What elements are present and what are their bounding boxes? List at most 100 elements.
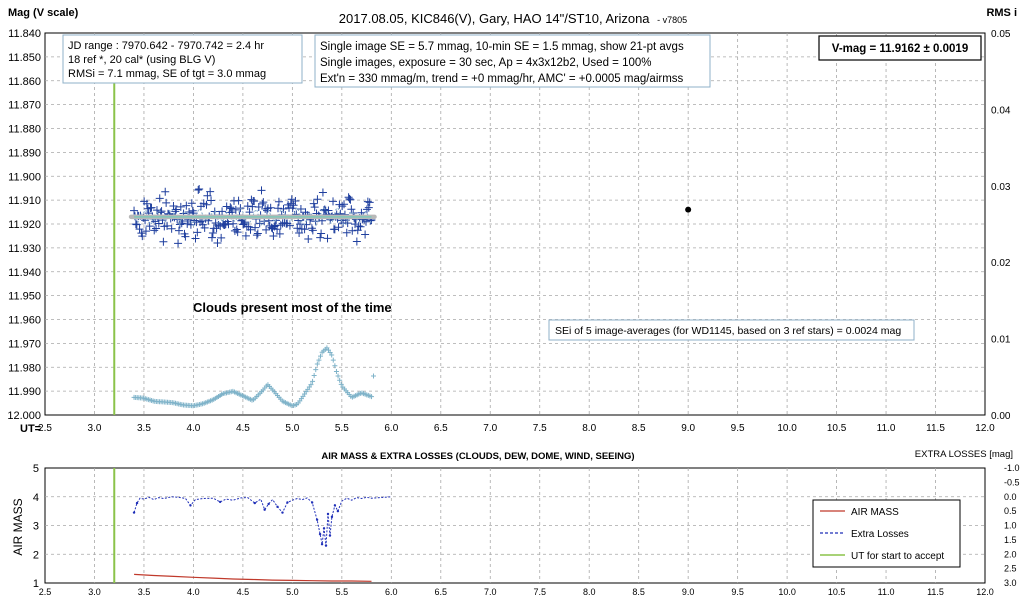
data-point: [231, 205, 240, 214]
bottom-chart-title: AIR MASS & EXTRA LOSSES (CLOUDS, DEW, DO…: [321, 451, 634, 462]
data-point: [187, 199, 196, 208]
extra-losses-point: [310, 501, 314, 504]
data-point: [207, 196, 216, 205]
y2-tick-label: 0.02: [991, 258, 1011, 269]
x-tick-label: 11.5: [926, 423, 945, 434]
data-point: [218, 207, 227, 216]
data-point: [313, 195, 322, 204]
data-point: [162, 198, 171, 207]
y2-tick-label: 0.03: [991, 182, 1011, 193]
data-point: [200, 223, 209, 232]
data-point: [289, 201, 298, 210]
extra-losses-point: [320, 542, 324, 546]
data-point: [161, 187, 170, 196]
data-point: [229, 219, 238, 228]
x-tick-label: 10.5: [827, 423, 847, 434]
x-tick-label: 5.5: [336, 587, 349, 597]
y2-tick-label: -0.5: [1004, 477, 1020, 487]
y2-axis-label-bottom: EXTRA LOSSES [mag]: [915, 449, 1013, 460]
se-annotation-box: SEi of 5 image-averages (for WD1145, bas…: [548, 319, 915, 341]
data-point: [246, 225, 255, 234]
y-tick-label: 11.940: [8, 267, 41, 279]
x-tick-label: 8.0: [582, 423, 596, 434]
rms-point: [371, 373, 377, 379]
y-tick-label: 3: [33, 521, 39, 533]
legend-label: AIR MASS: [851, 507, 899, 518]
y2-tick-label: 0.04: [991, 105, 1011, 116]
data-point: [293, 224, 302, 233]
x-tick-label: 12.0: [976, 587, 994, 597]
extra-losses-point: [267, 502, 270, 506]
data-point: [334, 223, 343, 232]
data-point: [138, 232, 147, 241]
x-tick-label: 3.5: [138, 587, 151, 597]
data-point: [195, 184, 204, 193]
extra-losses-point: [315, 518, 319, 521]
y-tick-label: 11.910: [8, 195, 41, 207]
data-point: [163, 221, 172, 230]
x-tick-label: 9.0: [682, 587, 695, 597]
x-tick-label: 6.5: [434, 423, 448, 434]
y-axis-label-bottom: AIR MASS: [11, 498, 25, 555]
x-tick-label: 3.0: [88, 587, 101, 597]
x-axis-label: UT=: [20, 423, 41, 435]
data-point: [348, 226, 357, 235]
data-point: [226, 203, 235, 212]
y2-tick-label: 0.5: [1004, 506, 1017, 516]
clouds-annotation: Clouds present most of the time: [193, 300, 392, 315]
y2-tick-label: 1.0: [1004, 521, 1017, 531]
magnitude-chart: 2017.08.05, KIC846(V), Gary, HAO 14"/ST1…: [7, 7, 1017, 435]
x-tick-label: 7.0: [484, 587, 497, 597]
data-point: [329, 197, 338, 206]
airmass-line: [134, 573, 372, 582]
data-point: [243, 202, 252, 211]
data-point: [193, 228, 202, 237]
y-tick-label: 11.880: [8, 124, 41, 136]
rms-point: [310, 378, 316, 384]
data-point: [347, 205, 356, 214]
vmag-box: V-mag = 11.9162 ± 0.0019: [818, 35, 982, 61]
data-point: [295, 228, 304, 237]
data-point: [208, 229, 217, 238]
x-tick-label: 4.0: [186, 423, 200, 434]
data-point: [145, 222, 154, 231]
y-tick-label: 11.870: [8, 100, 41, 112]
data-point: [157, 207, 166, 216]
data-point: [351, 220, 360, 229]
y-tick-label: 11.920: [8, 219, 41, 231]
data-point: [324, 206, 333, 215]
x-tick-label: 10.0: [777, 423, 797, 434]
running-average-line: [133, 206, 372, 228]
rms-point: [316, 357, 322, 363]
y-tick-label: 2: [33, 549, 39, 561]
extra-losses-point: [330, 515, 334, 519]
data-point: [150, 226, 159, 235]
rms-point: [369, 394, 375, 400]
y-tick-label: 11.840: [8, 28, 41, 40]
extra-losses-point: [326, 512, 330, 516]
extra-losses-point: [286, 501, 289, 504]
rms-point: [314, 361, 320, 367]
data-point: [296, 220, 305, 229]
data-point: [181, 232, 190, 241]
data-point: [342, 228, 351, 237]
average-point: [685, 206, 692, 213]
data-point: [300, 225, 309, 234]
data-point: [316, 233, 325, 242]
x-tick-label: 9.5: [731, 423, 745, 434]
rms-point: [311, 373, 317, 379]
data-point: [363, 197, 372, 206]
data-point: [304, 235, 313, 244]
extra-losses-point: [263, 508, 266, 511]
extra-losses-point: [276, 505, 279, 509]
extra-losses-point: [281, 511, 284, 514]
rms-point: [332, 363, 338, 369]
chart-title: 2017.08.05, KIC846(V), Gary, HAO 14"/ST1…: [339, 11, 687, 26]
data-point: [154, 219, 163, 228]
data-point: [274, 197, 283, 206]
data-point: [364, 203, 373, 212]
data-point: [213, 239, 222, 248]
data-point: [251, 223, 260, 232]
data-point: [132, 220, 141, 229]
y2-tick-label: 0.0: [1004, 492, 1017, 502]
